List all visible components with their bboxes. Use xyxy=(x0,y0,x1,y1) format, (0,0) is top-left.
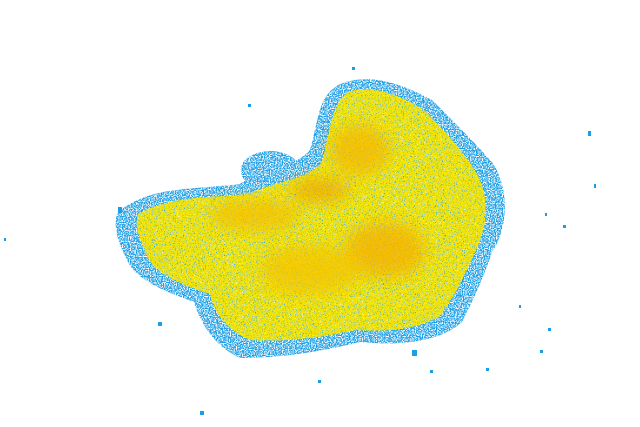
scattered-echoes xyxy=(4,67,596,415)
core-echo xyxy=(210,125,425,295)
inner-echo xyxy=(136,89,486,341)
